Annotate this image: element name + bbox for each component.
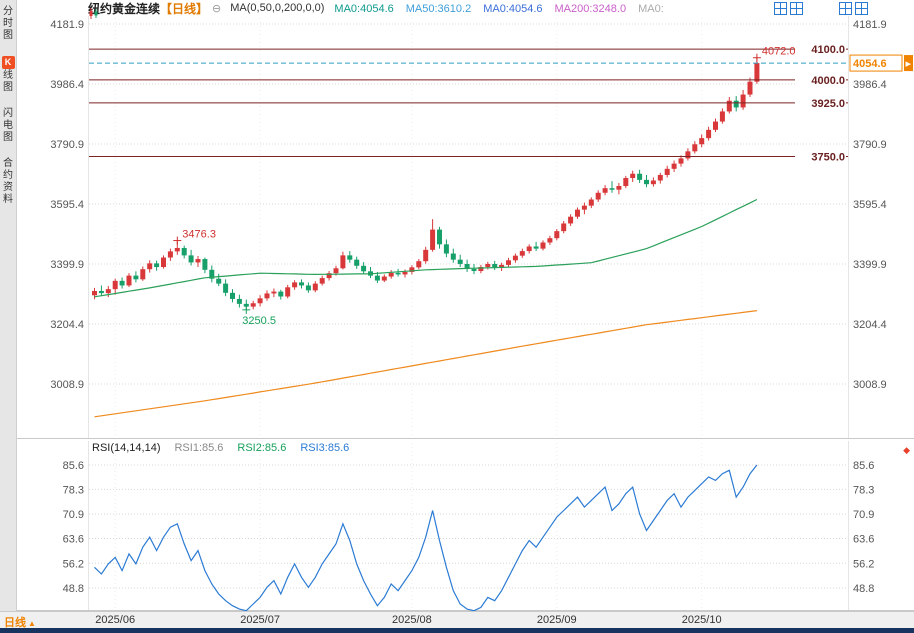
svg-text:3595.4: 3595.4 (50, 199, 84, 211)
chevron-up-icon: ▲ (28, 619, 36, 628)
svg-text:4000.0: 4000.0 (811, 75, 845, 87)
rsi-formula: RSI(14,14,14) (92, 442, 161, 454)
bottom-bar (0, 628, 914, 633)
sidebar-tab-flash-chart[interactable]: 闪电图 (3, 108, 13, 143)
instrument-title: 纽约黄金连续 (88, 1, 161, 16)
svg-text:3008.9: 3008.9 (853, 379, 887, 391)
svg-text:85.6: 85.6 (853, 460, 874, 472)
svg-text:3986.4: 3986.4 (50, 79, 84, 91)
rsi-value: RSI1:85.6 (174, 442, 224, 454)
svg-text:3790.9: 3790.9 (50, 139, 84, 151)
svg-text:3986.4: 3986.4 (853, 79, 887, 91)
svg-text:63.6: 63.6 (63, 534, 84, 546)
x-axis-label: 2025/10 (681, 614, 722, 626)
scroll-marker-icon[interactable]: ◆ (903, 445, 910, 455)
ma-values: MA0:4054.6 MA50:3610.2 MA0:4054.6 MA200:324… (334, 1, 675, 15)
svg-text:4072.0: 4072.0 (762, 46, 796, 58)
svg-text:70.9: 70.9 (853, 509, 874, 521)
svg-text:4100.0: 4100.0 (811, 44, 845, 56)
ma-formula: MA(0,50,0,200,0,0) (230, 2, 325, 14)
svg-text:3595.4: 3595.4 (853, 199, 887, 211)
svg-text:3399.9: 3399.9 (50, 259, 84, 271)
svg-text:63.6: 63.6 (853, 534, 874, 546)
rsi-values: RSI1:85.6 RSI2:85.6 RSI3:85.6 (174, 442, 349, 454)
svg-text:3250.5: 3250.5 (242, 315, 276, 327)
svg-text:48.8: 48.8 (853, 583, 874, 595)
ma-value: MA0:4054.6 (483, 3, 543, 15)
layout-icon-grid-2h[interactable] (790, 2, 803, 15)
x-axis-bar: 日线 ▲ 2025/06 2025/07 2025/08 2025/09 2025/10 (0, 611, 914, 630)
rsi-header: RSI(14,14,14) RSI1:85.6 RSI2:85.6 RSI3:85.… (92, 442, 349, 454)
layout-icon-grid-2v[interactable] (839, 2, 852, 15)
layout-icon-grid-1[interactable] (855, 2, 868, 15)
svg-text:3750.0: 3750.0 (811, 152, 845, 164)
svg-text:48.8: 48.8 (63, 583, 84, 595)
layout-icon-grid-4[interactable] (774, 2, 787, 15)
svg-text:78.3: 78.3 (853, 484, 874, 496)
collapse-icon[interactable]: ⊖ (212, 2, 222, 15)
rsi-chart-canvas[interactable]: 85.6 85.6 78.3 78.3 70.9 70.9 63.6 63.6 56.2 56.2… (0, 441, 914, 611)
period-tag: 【日线】 (160, 1, 209, 16)
svg-text:4181.9: 4181.9 (50, 19, 84, 31)
svg-text:4054.6: 4054.6 (853, 58, 887, 70)
svg-text:3476.3: 3476.3 (182, 229, 216, 241)
price-chart-canvas[interactable]: 4100.0 4000.0 3925.0 3750.0 4181.9 4181.9 3986… (0, 0, 914, 441)
svg-text:3399.9: 3399.9 (853, 259, 887, 271)
chart-header: 纽约黄金连续 【日线】 ⊖ MA(0,50,0,200,0,0) MA0:405… (88, 0, 914, 19)
svg-text:3790.9: 3790.9 (853, 139, 887, 151)
period-selector-label: 日线 (4, 617, 26, 629)
svg-text:▸: ▸ (906, 58, 912, 70)
svg-text:3008.9: 3008.9 (50, 379, 84, 391)
layout-icons (771, 2, 868, 16)
x-axis-label: 2025/09 (536, 614, 577, 626)
svg-text:56.2: 56.2 (853, 558, 874, 570)
x-axis-label: 2025/06 (95, 614, 136, 626)
svg-text:85.6: 85.6 (63, 460, 84, 472)
sidebar-tab-time-chart[interactable]: 分时图 (3, 6, 13, 41)
ma-value: MA0:4054.6 (334, 3, 394, 15)
svg-text:70.9: 70.9 (63, 509, 84, 521)
svg-text:3925.0: 3925.0 (811, 98, 845, 110)
ma-value: MA0: (638, 3, 664, 15)
svg-text:3204.4: 3204.4 (50, 319, 84, 331)
rsi-value: RSI2:85.6 (237, 442, 287, 454)
sidebar-tab-contract-info[interactable]: 合约资料 (3, 158, 13, 205)
rsi-value: RSI3:85.6 (300, 442, 350, 454)
ma-value: MA200:3248.0 (554, 3, 627, 15)
ma-value: MA50:3610.2 (405, 3, 472, 15)
x-axis-label: 2025/08 (392, 614, 432, 626)
svg-text:56.2: 56.2 (63, 558, 84, 570)
svg-text:3204.4: 3204.4 (853, 319, 887, 331)
period-selector[interactable]: 日线 ▲ (4, 614, 36, 630)
svg-text:78.3: 78.3 (63, 484, 84, 496)
svg-text:4181.9: 4181.9 (853, 19, 887, 31)
x-axis-label: 2025/07 (240, 614, 280, 626)
